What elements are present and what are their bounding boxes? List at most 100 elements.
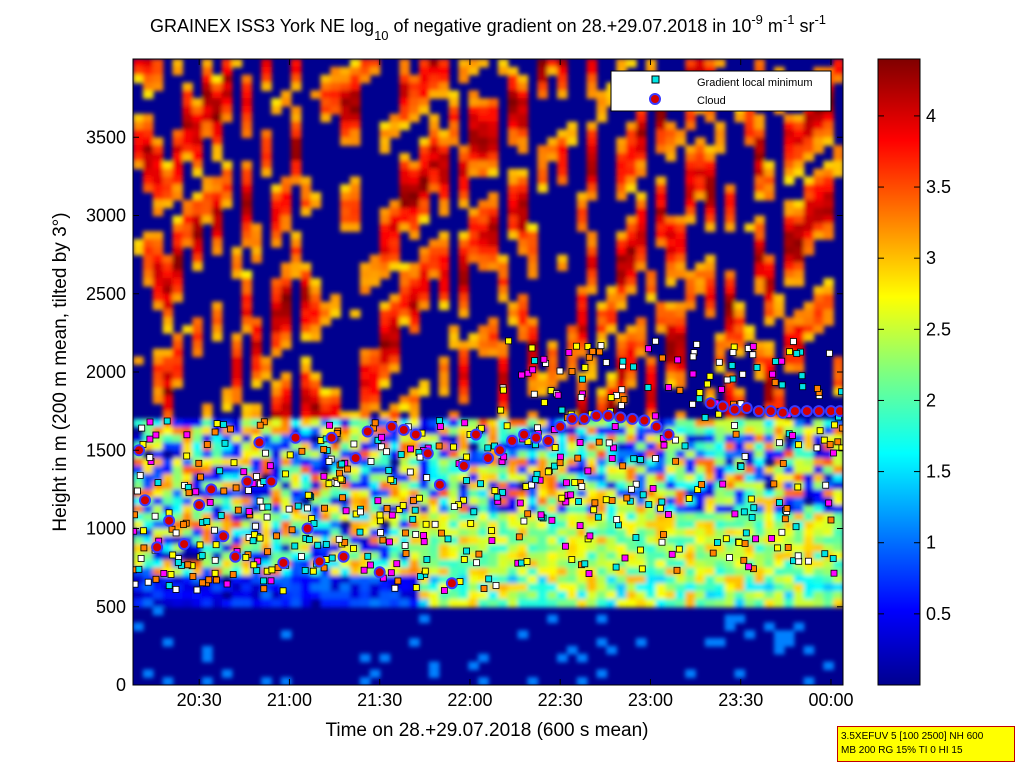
gradient-minimum-marker [456, 578, 464, 585]
heatmap-cell [764, 387, 775, 397]
heatmap-cell [517, 129, 529, 138]
heatmap-cell [280, 458, 292, 467]
heatmap-cell [704, 207, 716, 217]
heatmap-cell [330, 395, 341, 405]
heatmap-cell [793, 145, 805, 154]
heatmap-cell [635, 239, 647, 248]
heatmap-cell [458, 59, 470, 68]
heatmap-cell [182, 106, 193, 115]
gradient-minimum-marker [790, 338, 797, 345]
gradient-minimum-marker [423, 556, 431, 563]
heatmap-cell [645, 536, 657, 545]
cloud-marker [650, 420, 663, 433]
heatmap-cell [764, 301, 775, 311]
heatmap-cell [172, 192, 184, 201]
heatmap-cell [833, 379, 843, 389]
heatmap-cell [517, 231, 529, 240]
heatmap-cell [359, 434, 371, 444]
gradient-minimum-marker [714, 539, 721, 546]
heatmap-cell [428, 145, 440, 154]
heatmap-cell [202, 176, 213, 185]
gradient-minimum-marker [371, 419, 379, 427]
heatmap-cell [251, 481, 262, 491]
heatmap-cell [754, 285, 765, 295]
gradient-minimum-marker [645, 501, 653, 509]
heatmap-cell [547, 598, 558, 608]
heatmap-cell [428, 90, 440, 99]
heatmap-cell [468, 512, 479, 522]
gradient-minimum-marker [213, 420, 221, 428]
heatmap-cell [428, 113, 440, 123]
gradient-minimum-marker [608, 497, 616, 504]
gradient-minimum-marker [460, 556, 468, 563]
heatmap-cell [458, 262, 470, 272]
heatmap-cell [202, 450, 213, 459]
heatmap-cell [478, 559, 489, 569]
gradient-minimum-marker [450, 503, 458, 511]
heatmap-cell [300, 356, 312, 365]
heatmap-cell [704, 278, 716, 287]
heatmap-cell [192, 231, 203, 240]
heatmap-cell [517, 598, 529, 608]
heatmap-cell [655, 199, 667, 209]
heatmap-cell [675, 505, 687, 514]
heatmap-cell [271, 426, 282, 436]
heatmap-cell [438, 489, 450, 498]
heatmap-cell [202, 418, 213, 428]
heatmap-cell [438, 66, 450, 76]
gradient-minimum-marker [698, 481, 705, 488]
heatmap-cell [419, 168, 430, 178]
heatmap-cell [310, 278, 322, 287]
heatmap-cell [488, 129, 499, 138]
heatmap-cell [428, 121, 440, 131]
heatmap-cell [517, 544, 529, 553]
heatmap-cell [379, 332, 391, 342]
heatmap-cell [182, 426, 193, 436]
heatmap-cell [241, 301, 253, 311]
heatmap-cell [330, 293, 341, 303]
heatmap-cell [507, 489, 519, 498]
gradient-minimum-marker [660, 531, 667, 538]
heatmap-cell [192, 152, 203, 162]
heatmap-cell [586, 591, 598, 600]
heatmap-cell [507, 309, 519, 318]
heatmap-cell [675, 481, 687, 491]
heatmap-cell [458, 309, 470, 318]
heatmap-cell [754, 137, 765, 146]
heatmap-cell [626, 176, 637, 185]
heatmap-cell [162, 481, 174, 491]
heatmap-cell [557, 152, 568, 162]
cloud-marker [409, 428, 422, 441]
heatmap-cell [665, 598, 677, 608]
heatmap-cell [300, 270, 312, 279]
heatmap-cell [280, 270, 292, 279]
heatmap-cell [231, 418, 243, 428]
heatmap-cell [142, 591, 154, 600]
heatmap-cell [280, 207, 292, 217]
heatmap-cell [665, 497, 677, 506]
heatmap-cell [517, 113, 529, 123]
heatmap-cell [833, 567, 843, 577]
heatmap-cell [734, 309, 746, 318]
heatmap-cell [152, 606, 164, 616]
gradient-minimum-marker [152, 575, 160, 583]
heatmap-cell [211, 145, 223, 154]
heatmap-cell [241, 74, 253, 84]
gradient-minimum-marker [668, 550, 676, 558]
heatmap-cell [537, 528, 548, 538]
heatmap-cell [517, 505, 529, 514]
heatmap-cell [438, 152, 450, 162]
heatmap-cell [586, 434, 598, 444]
heatmap-cell [635, 199, 647, 209]
heatmap-cell [468, 481, 479, 491]
heatmap-cell [162, 364, 174, 373]
heatmap-cell [596, 403, 608, 412]
heatmap-cell [586, 59, 598, 68]
heatmap-cell [478, 137, 489, 146]
heatmap-cell [399, 567, 410, 577]
heatmap-cell [369, 262, 381, 272]
heatmap-cell [202, 677, 213, 685]
heatmap-cell [133, 113, 144, 123]
heatmap-cell [428, 528, 440, 538]
heatmap-cell [399, 90, 410, 99]
